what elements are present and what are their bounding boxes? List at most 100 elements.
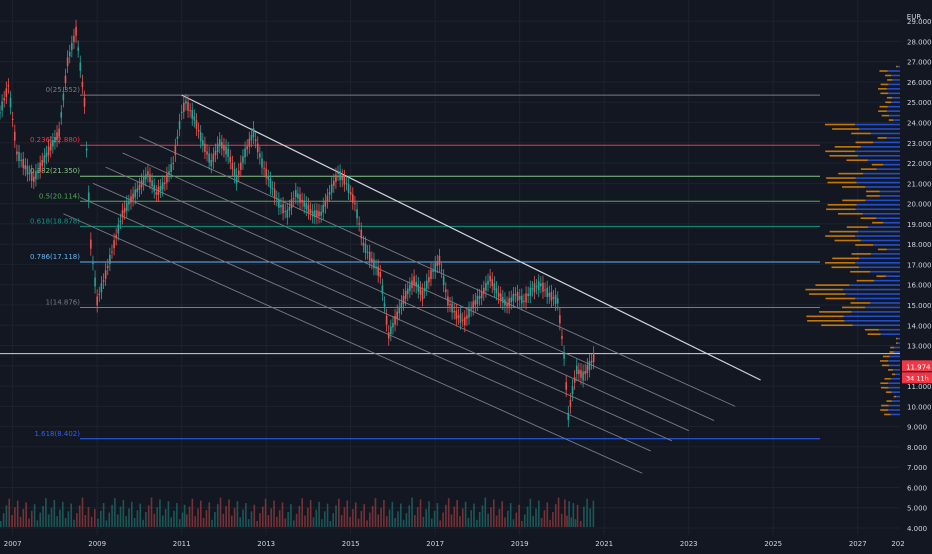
volume-bar xyxy=(120,507,122,527)
candle-body xyxy=(491,279,493,286)
candle-body xyxy=(532,288,534,289)
volume-bar xyxy=(428,501,430,527)
volume-bar xyxy=(344,507,346,527)
price-tick-label: 9.000 xyxy=(907,424,927,432)
candle-body xyxy=(50,143,52,150)
candle-body xyxy=(48,147,50,156)
candle-body xyxy=(1,101,3,110)
candle-body xyxy=(570,400,572,407)
candle-body xyxy=(325,201,327,207)
volume-bar xyxy=(82,498,84,527)
profile-bar-orange xyxy=(852,253,871,255)
volume-bar xyxy=(524,514,526,527)
profile-bar-orange xyxy=(883,356,890,358)
volume-bar xyxy=(532,516,534,527)
volume-bar xyxy=(17,501,19,527)
candle-body xyxy=(33,177,35,182)
volume-bar xyxy=(100,511,102,527)
candle-body xyxy=(37,170,39,173)
candle-body xyxy=(156,192,158,195)
candle-body xyxy=(86,149,88,151)
profile-bar-blue xyxy=(883,164,900,166)
candle-body xyxy=(194,116,196,120)
profile-bar-blue xyxy=(857,204,900,206)
volume-bar xyxy=(530,499,532,527)
profile-bar-orange xyxy=(881,387,889,389)
profile-bar-orange xyxy=(842,186,865,188)
volume-bar xyxy=(276,517,278,527)
volume-bar xyxy=(39,513,41,527)
volume-bar xyxy=(414,515,416,527)
candle-body xyxy=(500,294,502,302)
candle-body xyxy=(551,292,553,301)
volume-bar xyxy=(408,505,410,527)
volume-bar xyxy=(570,517,572,527)
profile-bar-blue xyxy=(868,226,900,228)
volume-bar xyxy=(301,498,303,527)
candle-body xyxy=(299,194,301,202)
candle-body xyxy=(126,202,128,210)
candle-body xyxy=(225,146,227,154)
profile-bar-blue xyxy=(861,146,900,148)
volume-bar xyxy=(211,520,213,527)
volume-bar xyxy=(470,510,472,527)
volume-bar xyxy=(369,513,371,527)
candle-body xyxy=(143,177,145,184)
volume-bar xyxy=(544,510,546,527)
candle-body xyxy=(92,263,94,264)
candle-body xyxy=(202,140,204,145)
volume-bar xyxy=(200,501,202,527)
profile-bar-blue xyxy=(844,320,900,322)
candle-body xyxy=(527,294,529,296)
candle-body xyxy=(145,174,147,179)
candle-body xyxy=(255,139,257,141)
profile-bar-blue xyxy=(861,240,900,242)
volume-bar xyxy=(462,508,464,527)
profile-bar-blue xyxy=(858,155,900,157)
volume-bar xyxy=(173,511,175,527)
volume-bar xyxy=(234,508,236,527)
time-tick-label: 2017 xyxy=(426,540,444,548)
candle-body xyxy=(337,173,339,174)
channel-parallel-line xyxy=(106,167,689,431)
volume-bar xyxy=(103,503,105,527)
candle-body xyxy=(251,135,253,140)
price-tick-label: 27.000 xyxy=(907,59,932,67)
profile-bar-orange xyxy=(894,396,897,398)
volume-bar xyxy=(448,498,450,527)
profile-bar-orange xyxy=(886,400,891,402)
candle-body xyxy=(75,27,77,36)
profile-bar-orange xyxy=(842,200,865,202)
candle-body xyxy=(151,180,153,186)
candle-body xyxy=(582,371,584,380)
candle-body xyxy=(88,193,90,202)
profile-bar-orange xyxy=(825,150,855,152)
volume-bar xyxy=(214,512,216,527)
price-tick-label: 10.000 xyxy=(907,403,932,411)
volume-bar xyxy=(62,502,64,527)
volume-bar xyxy=(451,514,453,527)
volume-bar xyxy=(406,513,408,527)
candle-body xyxy=(257,144,259,153)
candle-body xyxy=(413,276,415,284)
profile-bar-orange xyxy=(888,369,893,371)
profile-bar-orange xyxy=(851,133,871,135)
volume-bar xyxy=(499,509,501,527)
profile-bar-orange xyxy=(825,298,855,300)
volume-bar xyxy=(456,500,458,527)
fib-label: 0(25.352) xyxy=(46,86,81,94)
profile-bar-blue xyxy=(892,97,900,99)
candle-body xyxy=(130,196,132,202)
candle-body xyxy=(502,297,504,303)
candle-body xyxy=(341,176,343,180)
profile-bar-orange xyxy=(878,88,887,90)
volume-bar xyxy=(355,502,357,527)
volume-bar xyxy=(11,515,13,527)
candle-body xyxy=(578,370,580,374)
profile-bar-blue xyxy=(898,338,900,340)
volume-bar xyxy=(203,518,205,527)
volume-bar xyxy=(125,516,127,527)
candle-body xyxy=(208,154,210,163)
candle-body xyxy=(470,308,472,309)
